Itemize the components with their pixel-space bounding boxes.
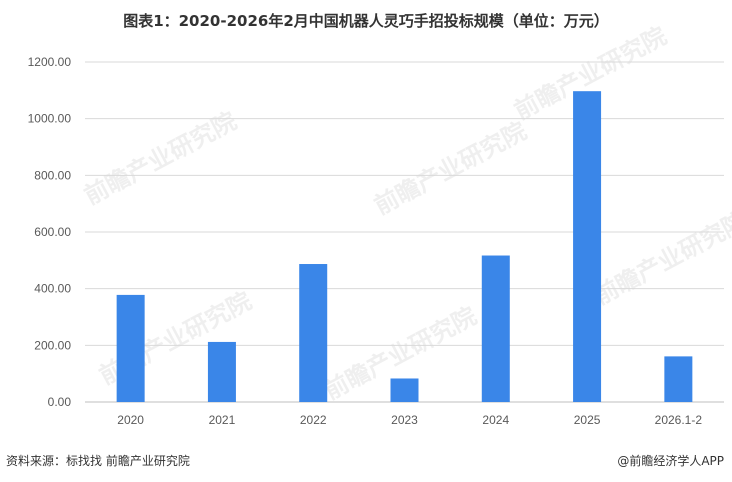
y-tick-label: 0.00	[48, 395, 72, 409]
y-tick-label: 600.00	[34, 225, 71, 239]
watermarks: 前瞻产业研究院 前瞻产业研究院前瞻产业研究院前瞻产业研究院前瞻产业研究院前瞻产业研…	[80, 22, 732, 406]
y-tick-label: 200.00	[34, 338, 71, 352]
bar-2022	[299, 264, 327, 402]
x-tick-label: 2026.1-2	[655, 413, 703, 427]
y-tick-label: 1000.00	[28, 112, 72, 126]
bar-2026.1-2	[664, 356, 692, 402]
source-note: 资料来源：标找找 前瞻产业研究院	[6, 452, 190, 469]
y-axis-ticks: 0.00 200.00 400.00 600.00 800.00 1000.00 1200.…	[28, 55, 72, 409]
bar-2020	[117, 295, 145, 402]
brand-credit: @前瞻经济学人APP	[617, 452, 724, 469]
x-tick-label: 2023	[391, 413, 418, 427]
watermark-text: 前瞻产业研究院	[370, 117, 531, 221]
watermark-text: 前瞻产业研究院	[80, 107, 241, 211]
y-tick-label: 800.00	[34, 168, 71, 182]
bar-2025	[573, 91, 601, 402]
bar-2024	[482, 256, 510, 402]
y-tick-label: 400.00	[34, 282, 71, 296]
x-tick-label: 2025	[574, 413, 601, 427]
y-tick-label: 1200.00	[28, 55, 72, 69]
watermark-text: 前瞻产业研究院	[590, 207, 732, 311]
x-tick-label: 2021	[209, 413, 236, 427]
bar-2021	[208, 342, 236, 402]
x-axis-ticks: 2020 2021 2022 2023 2024 2025 2026.1-2	[117, 413, 702, 427]
x-tick-label: 2024	[482, 413, 509, 427]
x-tick-label: 2020	[117, 413, 144, 427]
x-tick-label: 2022	[300, 413, 327, 427]
bar-2023	[391, 378, 419, 402]
